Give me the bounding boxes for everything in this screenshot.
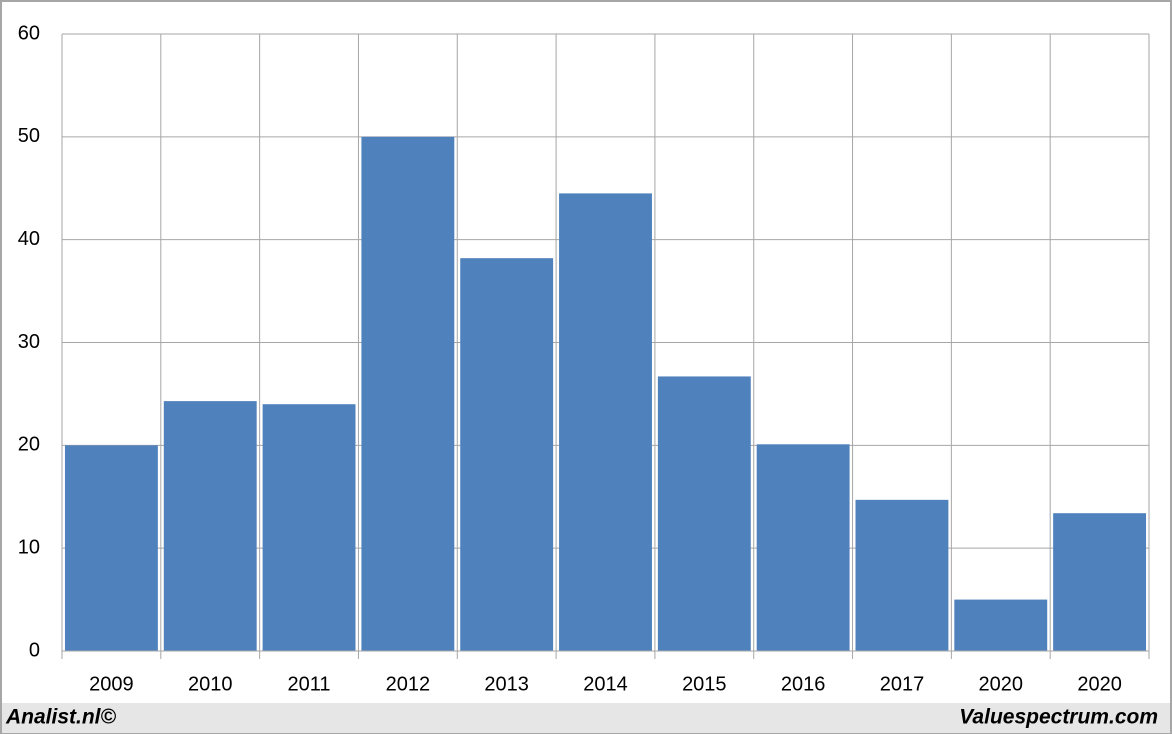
- x-tick-label: 2020: [979, 673, 1024, 695]
- bar: [954, 599, 1048, 651]
- x-tick-label: 2010: [188, 673, 233, 695]
- x-tick-label: 2020: [1077, 673, 1122, 695]
- bar: [1053, 513, 1147, 651]
- bar: [559, 193, 652, 651]
- footer-left: Analist.nl©: [5, 706, 117, 729]
- bar: [460, 258, 554, 651]
- x-tick-label: 2012: [386, 673, 431, 695]
- bar: [361, 136, 455, 652]
- x-tick-label: 2011: [288, 673, 331, 695]
- x-tick-label: 2009: [89, 673, 134, 695]
- x-tick-label: 2013: [484, 673, 529, 695]
- x-tick-label: 2017: [880, 673, 925, 695]
- y-tick-label: 50: [18, 125, 40, 147]
- x-tick-label: 2016: [781, 673, 826, 695]
- footer-band: [2, 703, 1170, 733]
- bar: [855, 499, 949, 651]
- y-tick-label: 60: [18, 22, 40, 44]
- bar: [262, 404, 356, 651]
- y-tick-label: 30: [18, 331, 40, 353]
- x-tick-label: 2015: [682, 673, 727, 695]
- bar: [163, 401, 257, 651]
- y-tick-label: 10: [18, 536, 40, 558]
- y-tick-label: 0: [29, 639, 40, 661]
- x-tick-label: 2014: [583, 673, 628, 695]
- y-tick-label: 40: [18, 228, 40, 250]
- bar: [657, 376, 751, 651]
- bar: [756, 444, 850, 651]
- bar: [64, 445, 158, 651]
- y-tick-label: 20: [18, 434, 40, 456]
- footer-right: Valuespectrum.com: [959, 706, 1158, 729]
